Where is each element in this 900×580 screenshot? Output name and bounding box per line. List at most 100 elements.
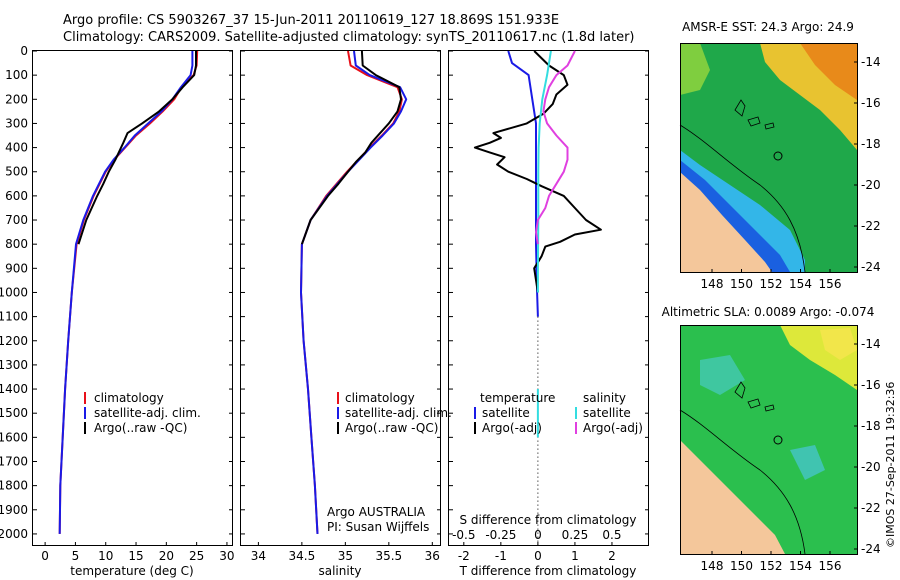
top-tick-label: -0.5 — [452, 528, 475, 542]
difference-top-axis-label: S difference from climatology — [460, 513, 637, 527]
sla-map-title: Altimetric SLA: 0.0089 Argo: -0.074 — [662, 305, 875, 319]
depth-tick-label: 1900 — [0, 503, 28, 517]
depth-tick-label: 2000 — [0, 527, 28, 541]
depth-tick-label: 300 — [5, 116, 28, 130]
depth-tick-label: 1800 — [0, 479, 28, 493]
legend-label: Argo(-adj) — [482, 421, 542, 435]
salinity-x-label: salinity — [318, 564, 361, 578]
legend-label: satellite-adj. clim. — [94, 406, 201, 420]
depth-axis: 0 100 200 300 400 500 600 700 800 900 1000 1100 1200… — [0, 44, 649, 541]
x-tick-label: 0 — [41, 549, 49, 563]
difference-legend: temperature salinity satellite Argo(-adj… — [474, 391, 643, 435]
x-tick-label: 36 — [425, 549, 440, 563]
depth-tick-label: 1200 — [0, 334, 28, 348]
salinity-panel — [240, 50, 441, 546]
depth-tick-label: 900 — [5, 261, 28, 275]
map-y-tick-label: -14 — [861, 55, 881, 69]
depth-tick-label: 1300 — [0, 358, 28, 372]
top-tick-label: -0.25 — [485, 528, 516, 542]
map-y-tick-label: -16 — [861, 378, 881, 392]
islands — [734, 381, 775, 412]
sla-map-frame — [680, 325, 858, 555]
map-x-tick-label: 156 — [819, 559, 842, 573]
depth-tick-label: 1700 — [0, 454, 28, 468]
legend-header-temperature: temperature — [480, 391, 555, 405]
map-y-tick-label: -22 — [861, 501, 881, 515]
depth-tick-label: 1100 — [0, 310, 28, 324]
legend-label: Argo(..raw -QC) — [345, 421, 438, 435]
title-line-1: Argo profile: CS 5903267_37 15-Jun-2011 … — [63, 13, 559, 28]
x-tick-label: 15 — [128, 549, 143, 563]
series-line — [300, 50, 408, 534]
timestamp: ©IMOS 27-Sep-2011 19:32:36 — [884, 382, 897, 548]
legend-label: climatology — [345, 391, 415, 405]
argo-country-note: Argo AUSTRALIA — [327, 505, 426, 519]
pi-note: PI: Susan Wijffels — [327, 520, 429, 534]
land — [680, 172, 772, 272]
sst-map-title: AMSR-E SST: 24.3 Argo: 24.9 — [682, 20, 854, 34]
series-line — [300, 50, 402, 245]
depth-tick-label: 100 — [5, 68, 28, 82]
temperature-x-label: temperature (deg C) — [70, 564, 193, 578]
temperature-legend: climatology satellite-adj. clim. Argo(..… — [84, 391, 201, 435]
legend-label: satellite — [482, 406, 530, 420]
temperature-panel — [32, 50, 233, 546]
coastline-contour — [679, 409, 806, 555]
coastline-contour — [679, 124, 806, 273]
map-y-tick-label: -18 — [861, 419, 881, 433]
depth-tick-label: 1600 — [0, 430, 28, 444]
x-tick-label: 10 — [98, 549, 113, 563]
depth-tick-label: 1000 — [0, 285, 28, 299]
depth-tick-label: 600 — [5, 189, 28, 203]
islands — [734, 99, 775, 130]
map-x-tick-label: 148 — [701, 559, 724, 573]
map-y-tick-label: -18 — [861, 137, 881, 151]
x-tick-label: 5 — [72, 549, 80, 563]
highest-sla-region — [820, 328, 857, 360]
map-x-tick-label: 150 — [730, 559, 753, 573]
sla-map-axes: 148 150 152 154 156 -14 -16 -18 -20 -22 -24 — [701, 337, 881, 573]
difference-panel — [448, 50, 649, 546]
x-tick-label: 35 — [338, 549, 353, 563]
reef-outline — [773, 435, 783, 445]
map-y-tick-label: -16 — [861, 96, 881, 110]
temperature-chart: 0 5 10 15 20 25 30 — [41, 50, 235, 563]
series-line — [77, 51, 197, 245]
series-line — [507, 50, 539, 317]
salinity-chart: 34 34.5 35 35.5 36 — [251, 50, 440, 563]
top-tick-label: 0 — [534, 528, 542, 542]
depth-tick-label: 1500 — [0, 406, 28, 420]
top-tick-label: 0.25 — [562, 528, 589, 542]
land — [680, 440, 785, 554]
sst-map-frame — [680, 43, 858, 273]
title-line-2: Climatology: CARS2009. Satellite-adjuste… — [63, 30, 635, 45]
depth-tick-label: 200 — [5, 92, 28, 106]
low-sla-patch — [700, 355, 745, 395]
x-tick-label: 20 — [159, 549, 174, 563]
map-x-tick-label: 154 — [789, 277, 812, 291]
salinity-legend: climatology satellite-adj. clim. Argo(..… — [337, 391, 452, 435]
x-tick-label: 1 — [571, 549, 579, 563]
hottest-region — [800, 43, 857, 100]
difference-chart: -2 -1 0 1 2 -0.5 -0.25 0 0.25 0.5 — [452, 50, 622, 563]
top-tick-label: 0.5 — [602, 528, 621, 542]
series-line — [300, 50, 403, 534]
x-tick-label: -2 — [458, 549, 470, 563]
depth-tick-label: 0 — [20, 44, 28, 58]
map-y-tick-label: -20 — [861, 460, 881, 474]
legend-label: Argo(..raw -QC) — [94, 421, 187, 435]
depth-tick-label: 800 — [5, 237, 28, 251]
sst-patch — [680, 43, 710, 95]
map-x-tick-label: 152 — [760, 559, 783, 573]
series-line — [473, 50, 602, 293]
map-x-tick-label: 154 — [789, 559, 812, 573]
legend-label: satellite-adj. clim. — [345, 406, 452, 420]
x-tick-label: -1 — [495, 549, 507, 563]
legend-label: climatology — [94, 391, 164, 405]
map-x-tick-label: 152 — [760, 277, 783, 291]
low-sla-patch — [790, 445, 825, 480]
x-tick-label: 35.5 — [375, 549, 402, 563]
x-tick-label: 34 — [251, 549, 266, 563]
x-tick-label: 2 — [608, 549, 616, 563]
